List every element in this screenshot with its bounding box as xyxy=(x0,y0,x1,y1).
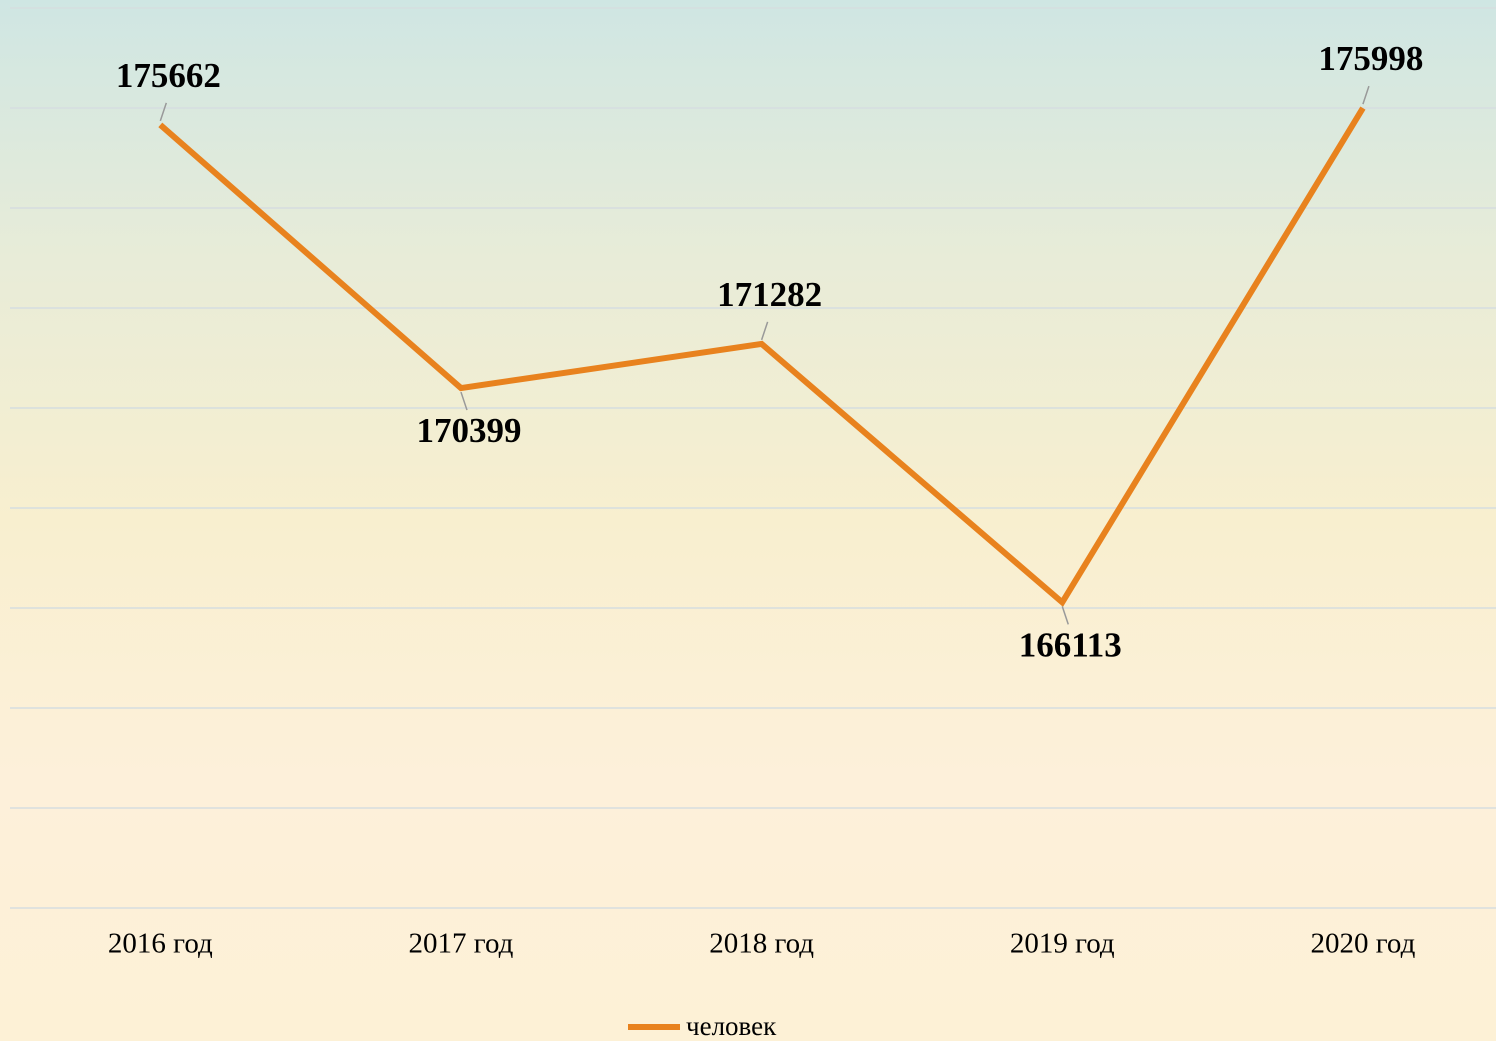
data-label: 170399 xyxy=(416,411,521,450)
grid xyxy=(10,7,1496,909)
leader-line xyxy=(460,391,468,411)
x-tick-label: 2019 год xyxy=(1010,928,1115,960)
data-label: 175662 xyxy=(116,56,221,95)
x-tick-label: 2018 год xyxy=(709,928,814,960)
x-tick-label: 2020 год xyxy=(1311,928,1416,960)
leader-line xyxy=(159,102,168,122)
plot: 175662 170399 171282 166113 175998 xyxy=(116,39,1424,664)
x-tick-label: 2016 год xyxy=(108,928,213,960)
leader-line xyxy=(1061,606,1069,625)
data-label: 166113 xyxy=(1019,625,1122,664)
x-tick-label: 2017 год xyxy=(409,928,514,960)
leader-line xyxy=(1362,85,1370,105)
data-label: 171282 xyxy=(717,275,822,314)
data-label: 175998 xyxy=(1318,39,1423,78)
line xyxy=(158,106,1366,607)
legend-label: человек xyxy=(686,1011,777,1041)
leader-line xyxy=(760,321,769,341)
